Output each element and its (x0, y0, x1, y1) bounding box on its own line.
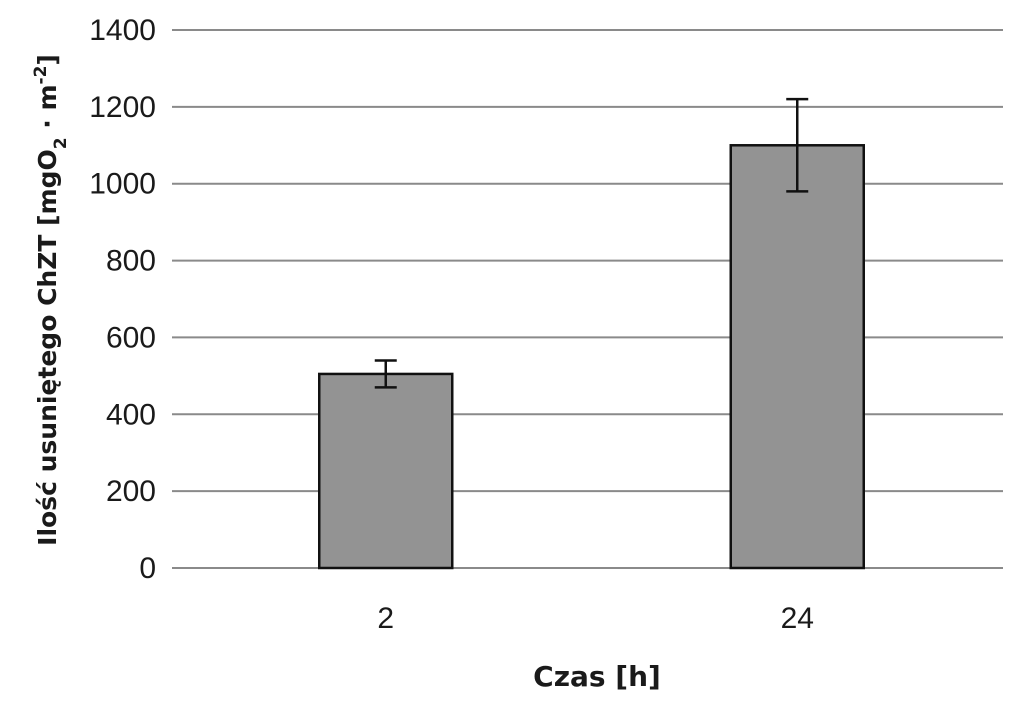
x-tick-labels: 2 24 (377, 602, 814, 635)
gridlines (172, 29, 1003, 569)
x-tick-label-2: 2 (377, 602, 394, 635)
bar-2 (318, 372, 454, 570)
error-bars (374, 97, 809, 389)
y-tick-label-600: 600 (106, 321, 156, 354)
y-axis-label-end: ] (33, 54, 62, 65)
y-tick-label-200: 200 (106, 475, 156, 508)
y-axis-label-main: Ilość usuniętego ChZT [mgO (33, 149, 62, 546)
y-axis-label-subscript: 2 (51, 137, 71, 149)
error-bar-2 (374, 359, 397, 389)
x-tick-label-24: 24 (781, 602, 814, 635)
y-axis-label-superscript: -2 (31, 66, 51, 85)
y-axis-label: Ilość usuniętego ChZT [mgO2 · m-2] (31, 54, 71, 546)
y-tick-label-1400: 1400 (89, 14, 156, 47)
y-tick-label-1000: 1000 (89, 168, 156, 201)
error-bar-24 (786, 97, 809, 193)
y-tick-label-400: 400 (106, 398, 156, 431)
y-tick-label-1200: 1200 (89, 91, 156, 124)
y-tick-label-0: 0 (139, 552, 156, 585)
y-tick-labels: 0 200 400 600 800 1000 1200 1400 (89, 14, 156, 585)
bar-24 (729, 144, 865, 570)
x-axis-label: Czas [h] (533, 660, 661, 693)
y-tick-label-800: 800 (106, 245, 156, 278)
y-axis-label-mid: · m (33, 84, 62, 137)
bars (318, 144, 865, 570)
